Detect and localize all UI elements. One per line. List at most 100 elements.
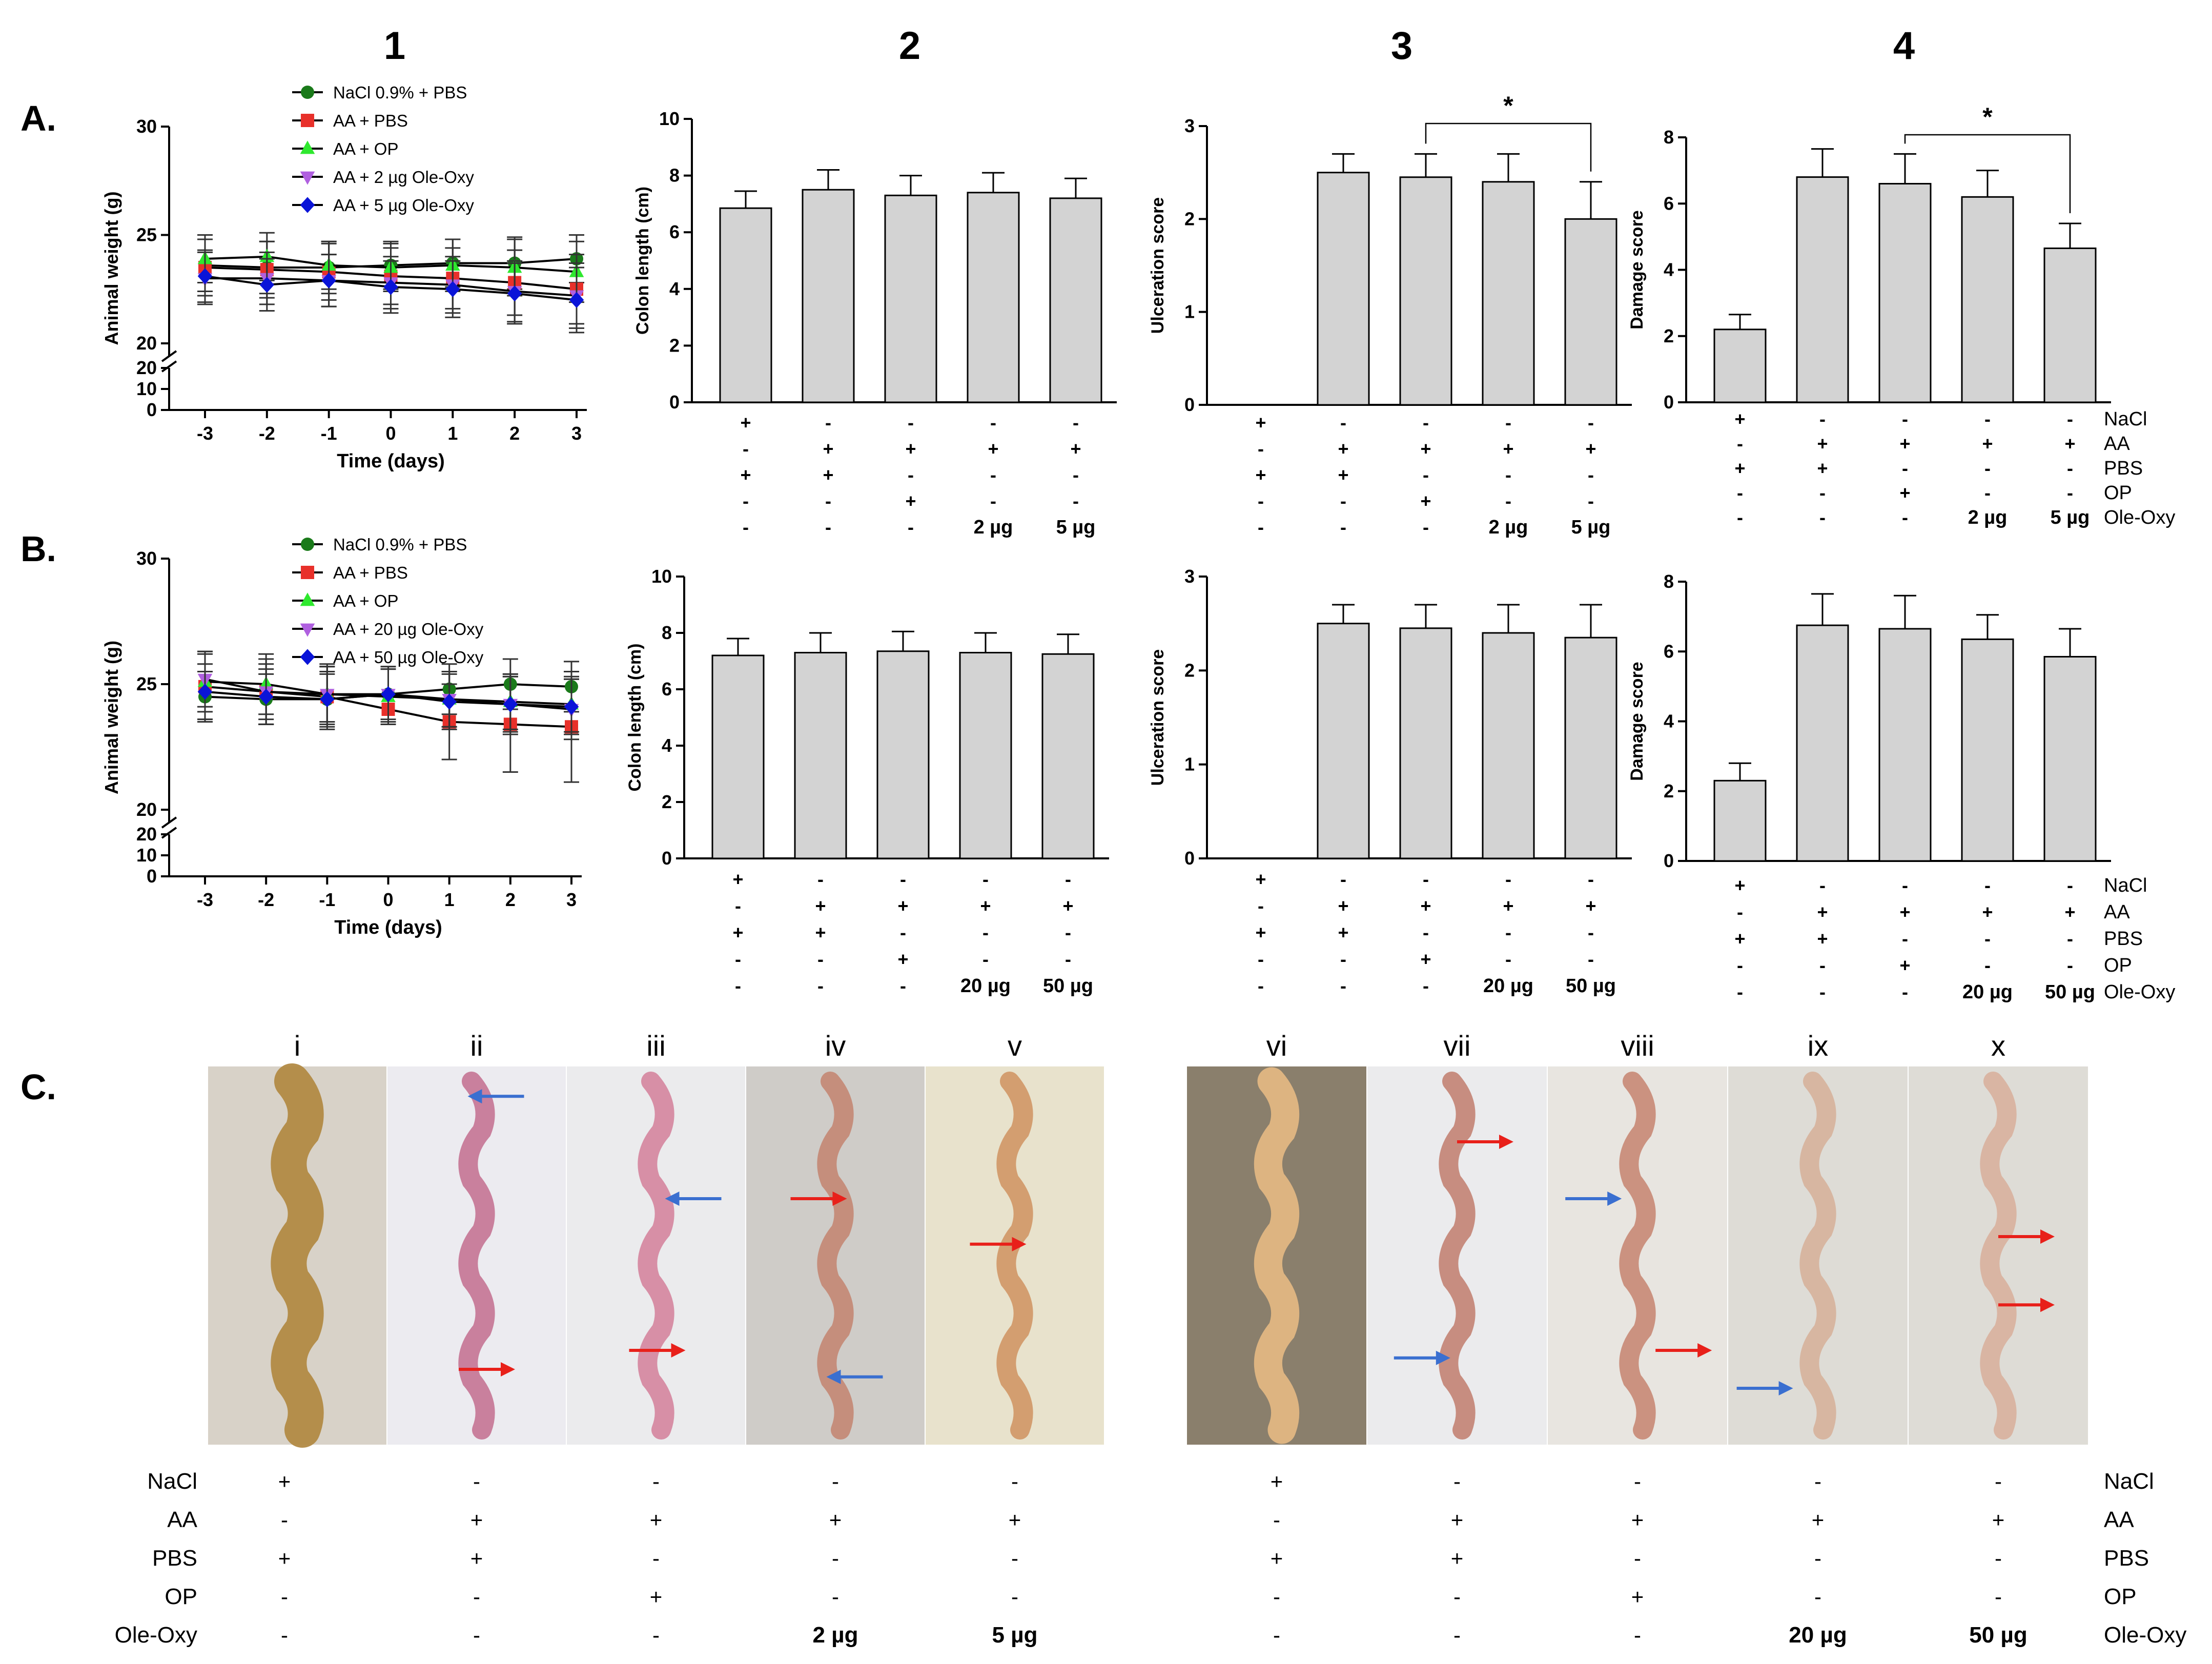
photo-condition-cell: + bbox=[1631, 1585, 1644, 1609]
condition-cell: 50 µg bbox=[1043, 975, 1093, 997]
legend-marker bbox=[300, 649, 315, 665]
condition-cell: + bbox=[815, 922, 826, 943]
photo-iii: iii bbox=[566, 1030, 746, 1446]
legend-marker bbox=[300, 140, 315, 154]
condition-cell: 20 µg bbox=[1483, 975, 1533, 997]
y-tick-label: 2 bbox=[1184, 208, 1195, 229]
condition-cell: - bbox=[743, 490, 749, 511]
condition-row-name: AA bbox=[2104, 433, 2130, 455]
y-axis-label: Animal weight (g) bbox=[101, 641, 122, 794]
x-tick-label: 0 bbox=[385, 423, 396, 444]
data-point bbox=[442, 693, 457, 710]
legend-marker bbox=[301, 86, 314, 99]
condition-cell: - bbox=[900, 922, 906, 943]
condition-cell: + bbox=[1734, 408, 1745, 429]
condition-cell: - bbox=[1902, 928, 1908, 949]
condition-cell: 5 µg bbox=[2051, 507, 2090, 528]
condition-cell: - bbox=[1588, 922, 1594, 943]
condition-cell: + bbox=[1420, 895, 1431, 916]
photo-condition-cell: 2 µg bbox=[813, 1622, 858, 1648]
condition-cell: - bbox=[1258, 895, 1264, 916]
photo-condition-cell: - bbox=[281, 1623, 288, 1647]
condition-cell: - bbox=[1073, 464, 1079, 485]
significance-star: * bbox=[1503, 91, 1513, 120]
legend-marker bbox=[300, 592, 315, 606]
photo-label: ix bbox=[1808, 1030, 1828, 1062]
y-tick-label: 0 bbox=[1664, 392, 1674, 413]
x-tick-label: -2 bbox=[259, 423, 275, 444]
condition-cell: - bbox=[735, 895, 741, 916]
y-axis-label: Ulceration score bbox=[1148, 197, 1168, 334]
condition-row-name: Ole-Oxy bbox=[2104, 507, 2175, 528]
bar bbox=[1961, 196, 2014, 403]
photo-condition-cell: 50 µg bbox=[1969, 1622, 2027, 1648]
legend-label: AA + 50 µg Ole-Oxy bbox=[333, 648, 484, 667]
data-point bbox=[258, 688, 274, 705]
y-tick-label: 2 bbox=[1664, 780, 1674, 802]
bar bbox=[1878, 628, 1932, 862]
photo-condition-cell: 5 µg bbox=[992, 1622, 1038, 1648]
y-tick-label: 1 bbox=[1184, 754, 1195, 775]
photo-condition-row-name: AA bbox=[2104, 1507, 2134, 1532]
photo-condition-cell: - bbox=[1814, 1469, 1821, 1493]
condition-cell: + bbox=[1420, 949, 1431, 970]
x-tick-label: 0 bbox=[383, 889, 393, 910]
legend-marker bbox=[301, 538, 314, 551]
photo-condition-cell: + bbox=[1009, 1508, 1021, 1532]
photo-condition-row-name: AA bbox=[167, 1507, 197, 1532]
condition-cell: + bbox=[1062, 895, 1073, 916]
y-tick-label: 0 bbox=[669, 392, 680, 413]
condition-cell: + bbox=[1255, 412, 1266, 433]
condition-cell: - bbox=[1423, 975, 1429, 996]
chart-A2: 0 2 4 6 8 10 Colon length (cm) + - - - - - + + + + + + - - - -… bbox=[633, 108, 1117, 538]
series-4 bbox=[197, 249, 584, 334]
condition-cell: + bbox=[897, 949, 908, 970]
condition-cell: - bbox=[1588, 464, 1594, 485]
colon-tissue bbox=[458, 1072, 495, 1440]
photo-condition-cell: - bbox=[832, 1469, 839, 1493]
photo-condition-cell: + bbox=[470, 1508, 483, 1532]
photo-ix: ix bbox=[1727, 1030, 1909, 1446]
arrow-head bbox=[467, 1089, 482, 1104]
bar bbox=[719, 207, 772, 403]
arrow-head bbox=[1499, 1135, 1513, 1149]
photo-condition-cell: - bbox=[1453, 1585, 1461, 1609]
legend-marker bbox=[301, 114, 314, 127]
chart-B2: 0 2 4 6 8 10 Colon length (cm) + - - - - - + + + + + + - - - -… bbox=[625, 566, 1109, 997]
legend-label: NaCl 0.9% + PBS bbox=[333, 83, 467, 102]
bar bbox=[876, 650, 930, 859]
condition-cell: - bbox=[1737, 482, 1743, 503]
y-tick-label: 6 bbox=[1664, 193, 1674, 214]
photo-condition-row-name: PBS bbox=[2104, 1546, 2149, 1571]
condition-row-name: AA bbox=[2104, 901, 2130, 923]
photo-condition-cell: + bbox=[1271, 1469, 1283, 1493]
condition-cell: - bbox=[908, 464, 914, 485]
condition-cell: - bbox=[825, 490, 831, 511]
photo-condition-cell: - bbox=[1634, 1546, 1641, 1570]
photo-label: viii bbox=[1621, 1030, 1654, 1062]
bar bbox=[1564, 218, 1617, 406]
axis-break-mark bbox=[161, 350, 177, 362]
condition-cell: - bbox=[982, 869, 989, 890]
arrow-head bbox=[1778, 1381, 1793, 1395]
y-tick-label: 20 bbox=[136, 333, 157, 354]
legend-label: AA + OP bbox=[333, 591, 399, 610]
y-tick-label: 25 bbox=[136, 673, 157, 694]
y-axis-label: Colon length (cm) bbox=[633, 187, 652, 335]
y-tick-label: 10 bbox=[651, 566, 672, 587]
colon-tissue bbox=[1254, 1067, 1300, 1444]
y-tick-label: 0 bbox=[1184, 848, 1195, 869]
condition-cell: + bbox=[905, 490, 916, 511]
photo-condition-cell: + bbox=[278, 1469, 291, 1493]
photo-iv: iv bbox=[745, 1030, 926, 1446]
condition-cell: + bbox=[1338, 438, 1348, 459]
condition-cell: - bbox=[1819, 875, 1826, 896]
colon-tissue bbox=[271, 1063, 324, 1448]
condition-cell: - bbox=[1588, 412, 1594, 433]
condition-cell: + bbox=[1817, 901, 1828, 922]
condition-cell: 2 µg bbox=[1968, 507, 2008, 528]
x-tick-label: -1 bbox=[321, 423, 337, 444]
x-tick-label: -3 bbox=[197, 423, 213, 444]
